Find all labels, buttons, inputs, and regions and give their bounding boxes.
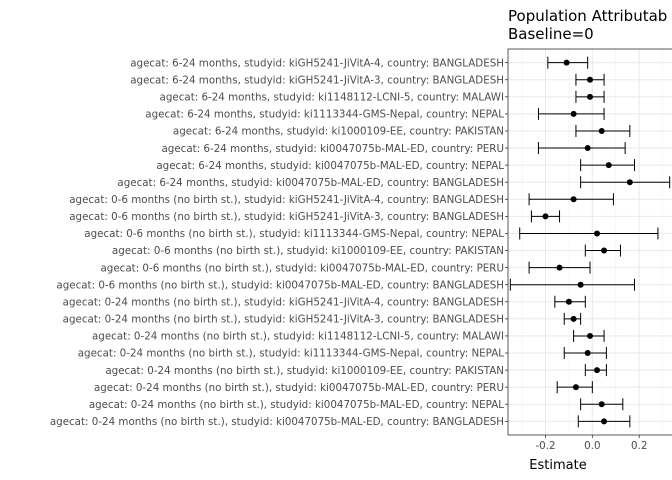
row-label: agecat: 0-24 months (no birth st.), stud… [105, 365, 504, 377]
x-axis-ticks: -0.2 0.0 0.2 [535, 435, 647, 452]
chart-subtitle: Baseline=0 [508, 25, 594, 43]
estimate-point [587, 332, 593, 339]
chart-title: Population Attributab [508, 7, 667, 25]
estimate-point [565, 298, 572, 305]
estimate-point [570, 196, 577, 203]
row-label: agecat: 0-24 months (no birth st.), stud… [50, 416, 504, 428]
estimate-point [605, 162, 612, 169]
x-tick-label: 0.2 [631, 440, 647, 452]
row-label: agecat: 0-6 months (no birth st.), study… [112, 245, 504, 257]
row-label: agecat: 0-24 months (no birth st.), stud… [63, 296, 504, 308]
row-label: agecat: 6-24 months, studyid: ki1113344-… [145, 109, 504, 121]
row-labels: agecat: 6-24 months, studyid: kiGH5241-J… [50, 57, 508, 428]
row-label: agecat: 6-24 months, studyid: kiGH5241-J… [130, 57, 504, 69]
x-tick-label: 0.0 [584, 440, 600, 452]
row-label: agecat: 0-24 months (no birth st.), stud… [78, 348, 505, 360]
row-label: agecat: 0-24 months (no birth st.), stud… [94, 382, 504, 394]
panel-border [507, 48, 672, 436]
row-label: agecat: 6-24 months, studyid: ki0047075b… [117, 177, 504, 189]
estimate-point [587, 93, 593, 100]
row-label: agecat: 0-24 months (no birth st.), stud… [63, 314, 504, 326]
row-label: agecat: 6-24 months, studyid: ki0047075b… [162, 143, 505, 155]
estimate-marks [509, 56, 671, 428]
estimate-point [563, 59, 570, 66]
row-label: agecat: 0-6 months (no birth st.), study… [56, 279, 504, 291]
row-label: agecat: 6-24 months, studyid: ki1148112-… [160, 92, 504, 104]
row-label: agecat: 6-24 months, studyid: ki1000109-… [173, 126, 504, 138]
x-axis-title: Estimate [529, 458, 586, 473]
row-label: agecat: 0-24 months (no birth st.), stud… [89, 399, 504, 411]
estimate-point [572, 384, 579, 391]
estimate-point [584, 350, 591, 357]
row-label: agecat: 0-6 months (no birth st.), study… [69, 211, 504, 223]
estimate-point [598, 401, 605, 408]
row-label: agecat: 0-24 months (no birth st.), stud… [92, 331, 504, 343]
estimate-point [570, 110, 577, 117]
row-label: agecat: 0-6 months (no birth st.), study… [84, 228, 504, 240]
estimate-point [594, 230, 601, 237]
estimate-point [556, 264, 563, 271]
row-label: agecat: 6-24 months, studyid: ki0047075b… [156, 160, 504, 172]
row-label: agecat: 0-6 months (no birth st.), study… [101, 262, 505, 274]
row-label: agecat: 0-6 months (no birth st.), study… [69, 194, 504, 206]
x-tick-label: -0.2 [535, 440, 555, 452]
estimate-point [577, 281, 584, 288]
estimate-point [570, 315, 577, 322]
row-label: agecat: 6-24 months, studyid: kiGH5241-J… [130, 74, 504, 86]
estimate-point [598, 127, 605, 134]
estimate-point [542, 213, 549, 220]
estimate-point [584, 145, 591, 152]
estimate-point [587, 76, 593, 83]
estimate-point [594, 367, 601, 374]
estimate-point [601, 418, 608, 425]
estimate-point [626, 179, 633, 186]
estimate-point [601, 247, 608, 254]
